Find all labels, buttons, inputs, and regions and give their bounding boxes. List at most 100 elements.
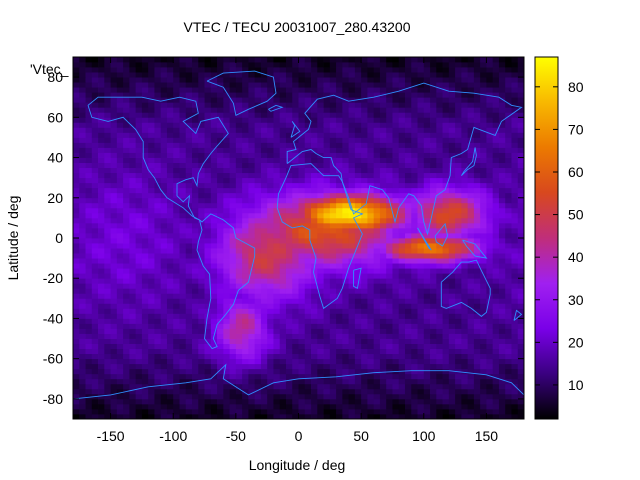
- heatmap-cell: [386, 283, 393, 289]
- heatmap-cell: [166, 378, 174, 385]
- heatmap-cell: [79, 87, 86, 93]
- heatmap-cell: [398, 182, 406, 189]
- heatmap-cell: [486, 408, 494, 415]
- heatmap-cell: [248, 378, 256, 385]
- heatmap-cell: [311, 222, 318, 229]
- heatmap-cell: [267, 298, 274, 304]
- heatmap-cell: [404, 358, 412, 365]
- heatmap-cell: [223, 323, 230, 329]
- heatmap-cell: [104, 253, 111, 259]
- heatmap-cell: [292, 127, 299, 133]
- heatmap-cell: [348, 378, 356, 385]
- heatmap-cell: [404, 413, 412, 420]
- heatmap-cell: [192, 398, 199, 405]
- heatmap-cell: [148, 283, 155, 289]
- heatmap-cell: [467, 217, 475, 224]
- heatmap-cell: [91, 157, 99, 163]
- heatmap-cell: [229, 107, 237, 113]
- heatmap-cell: [185, 393, 193, 400]
- heatmap-cell: [386, 142, 393, 148]
- heatmap-cell: [361, 77, 368, 83]
- heatmap-cell: [104, 278, 111, 284]
- heatmap-cell: [91, 137, 99, 143]
- heatmap-cell: [254, 243, 262, 249]
- heatmap-cell: [417, 92, 425, 98]
- heatmap-cell: [379, 333, 387, 339]
- heatmap-cell: [254, 343, 262, 350]
- heatmap-cell: [104, 363, 111, 370]
- heatmap-cell: [473, 102, 481, 108]
- heatmap-cell: [417, 82, 425, 88]
- heatmap-cell: [329, 212, 337, 219]
- heatmap-cell: [329, 102, 337, 108]
- heatmap-cell: [486, 298, 494, 304]
- heatmap-cell: [110, 408, 118, 415]
- heatmap-cell: [91, 82, 99, 88]
- heatmap-cell: [198, 253, 205, 259]
- heatmap-cell: [298, 187, 306, 194]
- heatmap-cell: [123, 408, 130, 415]
- heatmap-cell: [329, 268, 337, 274]
- heatmap-cell: [85, 243, 93, 249]
- heatmap-cell: [292, 102, 299, 108]
- heatmap-cell: [398, 222, 406, 229]
- heatmap-cell: [185, 408, 193, 415]
- heatmap-cell: [98, 283, 105, 289]
- heatmap-cell: [248, 243, 256, 249]
- heatmap-cell: [79, 388, 86, 395]
- heatmap-cell: [480, 212, 487, 219]
- heatmap-cell: [104, 182, 111, 189]
- heatmap-cell: [448, 182, 456, 189]
- heatmap-cell: [248, 152, 256, 158]
- heatmap-cell: [91, 283, 99, 289]
- heatmap-cell: [436, 308, 443, 314]
- heatmap-cell: [311, 117, 318, 123]
- heatmap-cell: [473, 142, 481, 148]
- heatmap-cell: [79, 202, 86, 209]
- heatmap-cell: [423, 122, 431, 128]
- heatmap-cell: [467, 162, 475, 169]
- heatmap-cell: [455, 403, 462, 410]
- heatmap-cell: [204, 172, 212, 179]
- heatmap-cell: [367, 107, 375, 113]
- heatmap-cell: [404, 253, 412, 259]
- heatmap-cell: [104, 293, 111, 299]
- heatmap-cell: [85, 147, 93, 153]
- heatmap-cell: [342, 197, 350, 204]
- heatmap-cell: [511, 182, 519, 189]
- heatmap-cell: [91, 87, 99, 93]
- heatmap-cell: [73, 288, 80, 294]
- heatmap-cell: [260, 348, 268, 355]
- heatmap-cell: [354, 87, 362, 93]
- heatmap-cell: [292, 403, 299, 410]
- heatmap-cell: [398, 308, 406, 314]
- heatmap-cell: [323, 132, 331, 138]
- heatmap-cell: [367, 72, 375, 78]
- heatmap-cell: [473, 177, 481, 184]
- heatmap-cell: [273, 318, 281, 324]
- heatmap-cell: [135, 172, 143, 179]
- heatmap-cell: [348, 323, 356, 329]
- heatmap-cell: [354, 202, 362, 209]
- heatmap-cell: [467, 388, 475, 395]
- heatmap-cell: [248, 268, 256, 274]
- heatmap-cell: [448, 383, 456, 390]
- heatmap-cell: [292, 177, 299, 184]
- heatmap-cell: [386, 192, 393, 199]
- heatmap-cell: [217, 398, 224, 405]
- heatmap-cell: [361, 398, 368, 405]
- heatmap-cell: [379, 167, 387, 174]
- heatmap-cell: [135, 248, 143, 254]
- heatmap-cell: [492, 117, 500, 123]
- heatmap-cell: [517, 132, 525, 138]
- heatmap-cell: [273, 82, 281, 88]
- heatmap-cell: [379, 293, 387, 299]
- heatmap-cell: [104, 288, 111, 294]
- heatmap-cell: [486, 363, 494, 370]
- heatmap-cell: [91, 323, 99, 329]
- heatmap-cell: [392, 308, 400, 314]
- heatmap-cell: [160, 122, 168, 128]
- heatmap-cell: [498, 268, 506, 274]
- heatmap-cell: [235, 368, 243, 375]
- heatmap-cell: [235, 212, 243, 219]
